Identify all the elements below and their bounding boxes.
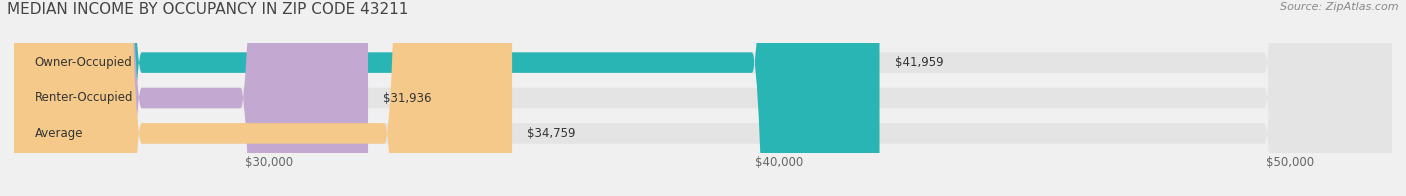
Text: $31,936: $31,936 <box>384 92 432 104</box>
FancyBboxPatch shape <box>14 0 1392 196</box>
Text: Renter-Occupied: Renter-Occupied <box>35 92 134 104</box>
FancyBboxPatch shape <box>14 0 1392 196</box>
Text: $34,759: $34,759 <box>527 127 576 140</box>
Text: MEDIAN INCOME BY OCCUPANCY IN ZIP CODE 43211: MEDIAN INCOME BY OCCUPANCY IN ZIP CODE 4… <box>7 2 408 17</box>
FancyBboxPatch shape <box>14 0 880 196</box>
Text: $41,959: $41,959 <box>894 56 943 69</box>
FancyBboxPatch shape <box>14 0 512 196</box>
Text: Owner-Occupied: Owner-Occupied <box>35 56 132 69</box>
FancyBboxPatch shape <box>14 0 1392 196</box>
Text: Average: Average <box>35 127 83 140</box>
Text: Source: ZipAtlas.com: Source: ZipAtlas.com <box>1281 2 1399 12</box>
FancyBboxPatch shape <box>14 0 368 196</box>
